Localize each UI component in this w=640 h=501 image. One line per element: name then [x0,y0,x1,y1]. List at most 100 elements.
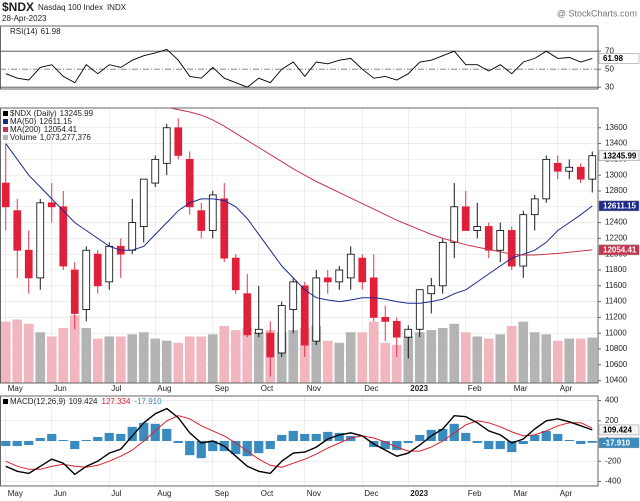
x-tick-label: Dec [364,489,378,498]
y-tick-label: 11000 [605,328,627,337]
legend: MA(200) 12054.41 [10,125,78,134]
histogram-bar [392,441,402,451]
legend: MA(50) 12611.15 [10,117,73,126]
volume-bar [529,332,540,383]
candle-body [208,194,217,231]
value-tag: 12611.15 [603,202,636,211]
histogram-bar [185,441,195,456]
x-tick-label: 2023 [410,489,428,498]
value-tag: 109.424 [603,426,632,435]
y-tick-label: 11400 [605,297,627,306]
candle-body [358,257,367,283]
y-tick-label: 70 [605,46,614,55]
candle-body [392,320,401,338]
y-tick-label: 10600 [605,360,628,369]
candle-body [105,245,114,283]
legend-value: 127.334 [102,397,131,406]
histogram-bar [311,433,321,441]
volume-bar [276,332,287,383]
y-tick-label: 12400 [605,218,628,227]
x-tick-label: Jun [54,489,67,498]
candle-body [450,206,459,243]
candle-body [59,206,68,267]
volume-bar [345,332,356,383]
histogram-bar [265,441,275,450]
x-tick-label: Feb [468,384,482,393]
histogram-bar [70,441,80,450]
value-tag-box [598,200,640,212]
y-tick-label: -200 [605,456,622,465]
histogram-bar [1,441,11,447]
histogram-bar [553,433,563,441]
rsi-line [5,48,593,88]
histogram-bar [93,436,103,441]
volume-bar [58,328,69,383]
volume-bar [288,330,299,383]
volume-bar [92,338,103,383]
value-tag: 61.98 [603,54,624,63]
credit: @ StockCharts.com [557,8,637,18]
volume-bar [587,337,598,383]
volume-bar [138,332,149,383]
x-tick-label: Apr [560,384,573,393]
histogram-bar [587,441,597,443]
x-tick-label: May [8,489,23,498]
candle-body [47,202,56,208]
x-tick-label: Aug [157,489,171,498]
candle-body [438,241,447,287]
candle-body [70,269,79,314]
x-tick-label: Dec [364,384,378,393]
volume-bar [437,328,448,383]
value-tag-box [598,424,640,436]
candle-body [404,328,413,338]
panel-frame [0,25,599,90]
x-tick-label: Oct [261,489,274,498]
legend: Volume 1,073,277,376 [10,133,91,142]
histogram-bar [564,439,574,441]
candle-body [530,198,539,216]
value-tag-box [598,437,640,449]
candle-body [381,317,390,322]
candle-body [335,269,344,283]
candle-body [24,249,33,279]
y-tick-label: 11200 [605,313,627,322]
volume-bar [311,325,322,383]
volume-bar [552,340,563,383]
y-tick-label: 11800 [605,265,627,274]
candle-body [565,166,574,172]
volume-bar [150,338,161,383]
histogram-bar [173,441,183,444]
legend: MACD(12,26,9) 109.424 127.334 -17.910 [10,397,162,406]
histogram-bar [484,441,494,450]
date: 28-Apr-2023 [2,14,47,23]
x-tick-label: Sep [215,489,230,498]
moving-average [168,108,593,256]
histogram-bar [35,437,45,441]
volume-bar [242,328,253,383]
y-tick-label: 12800 [605,186,628,195]
y-tick-label: 13400 [605,139,628,148]
histogram-bar [288,430,298,441]
volume-bar [575,338,586,383]
y-tick-label: 12200 [605,233,628,242]
symbol: $NDX [2,0,34,14]
candle-body [484,226,493,251]
index-name: Nasdaq 100 Index [38,3,103,12]
volume-bar [104,336,115,383]
volume-bar [334,342,345,383]
volume-bar [0,321,11,383]
value-tag: 12054.41 [603,246,637,255]
volume-bar [472,336,483,383]
legend-value: 12054.41 [44,125,78,134]
macd-line [5,407,593,476]
volume-bar [518,321,529,383]
volume-bar [403,336,414,383]
y-tick-label: 30 [605,82,614,91]
y-tick-label: 10400 [605,376,628,385]
x-tick-label: Aug [157,384,171,393]
histogram-bar [415,434,425,441]
x-tick-label: Mar [514,489,528,498]
candle-body [151,158,160,184]
histogram-bar [300,433,310,441]
